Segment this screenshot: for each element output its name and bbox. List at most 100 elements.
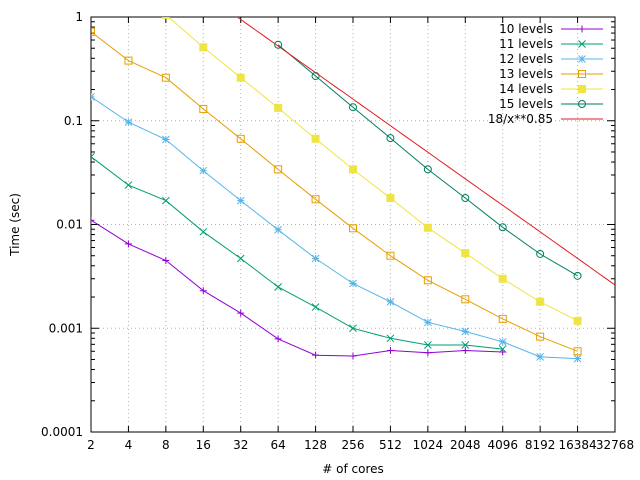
legend-entry: 18/x**0.85 (488, 112, 603, 126)
data-point (91, 92, 95, 101)
data-point (311, 303, 320, 311)
data-point (461, 295, 470, 304)
y-axis-label: Time (sec) (8, 193, 22, 257)
x-tick-label: 64 (271, 438, 286, 452)
series-line (91, 156, 503, 350)
data-point (349, 165, 357, 174)
data-point (536, 332, 545, 341)
series-line (167, 17, 578, 322)
series-line (91, 219, 503, 357)
y-tick-label: 0.1 (64, 114, 83, 128)
data-point (349, 103, 357, 112)
legend-label: 12 levels (499, 52, 553, 66)
data-point (199, 227, 208, 236)
series-line (277, 44, 578, 277)
data-point (349, 279, 357, 288)
data-point (236, 134, 245, 143)
data-point (578, 85, 586, 93)
axis-ticks: 2 4 8 16 32 64 128 256 512 1024 2048 4096 8192 16384 3… (41, 10, 634, 452)
series-6 (274, 40, 582, 280)
data-point (237, 309, 245, 317)
y-tick-label: 0.001 (49, 321, 83, 335)
legend-entry: 15 levels (499, 97, 603, 111)
legend-entry: 12 levels (499, 52, 603, 66)
series-5 (161, 17, 582, 325)
data-point (311, 254, 320, 263)
data-point (386, 134, 395, 143)
data-point (578, 25, 586, 33)
data-point (236, 254, 245, 263)
data-point (423, 165, 432, 174)
data-point (573, 271, 582, 280)
data-point (349, 352, 357, 360)
data-point (199, 287, 207, 295)
data-point (161, 17, 170, 19)
series-4 (91, 27, 582, 356)
x-tick-label: 16384 (558, 438, 596, 452)
legend-entry: 11 levels (499, 37, 603, 51)
legend-entry: 10 levels (499, 22, 603, 36)
data-point (161, 73, 170, 82)
data-point (386, 251, 395, 260)
data-point (536, 249, 545, 258)
grid-lines (91, 17, 615, 432)
data-point (274, 40, 283, 49)
y-tick-label: 1 (75, 10, 83, 24)
x-axis-label: # of cores (322, 462, 384, 476)
x-tick-label: 32768 (596, 438, 634, 452)
data-point (498, 345, 507, 353)
series-line (91, 31, 578, 352)
data-point (274, 165, 283, 174)
series-line (236, 17, 615, 286)
data-point (573, 354, 582, 363)
data-point (498, 314, 507, 323)
x-tick-label: 1024 (413, 438, 444, 452)
series-2 (91, 152, 507, 353)
data-point (386, 347, 394, 355)
data-point (498, 274, 507, 283)
data-point (274, 103, 283, 112)
series-3 (91, 92, 582, 363)
data-point (461, 347, 469, 355)
y-tick-label: 0.01 (56, 218, 83, 232)
data-point (536, 297, 545, 306)
x-tick-label: 4 (125, 438, 133, 452)
data-point (124, 118, 133, 126)
x-tick-label: 128 (304, 438, 327, 452)
data-point (311, 195, 320, 204)
data-point (274, 283, 282, 291)
data-point (199, 166, 208, 175)
legend-label: 15 levels (499, 97, 553, 111)
legend-entry: 14 levels (499, 82, 603, 96)
data-point (236, 196, 245, 205)
data-point (424, 349, 432, 357)
legend-label: 18/x**0.85 (488, 112, 553, 126)
data-point (461, 327, 470, 336)
data-point (91, 216, 95, 224)
data-point (236, 73, 245, 82)
data-point (424, 341, 432, 349)
data-point (162, 256, 170, 264)
data-point (124, 181, 133, 189)
data-point (578, 70, 586, 78)
y-tick-label: 0.0001 (41, 425, 83, 439)
data-point (312, 351, 320, 359)
data-point (578, 40, 586, 48)
data-point (199, 43, 208, 52)
x-tick-label: 16 (196, 438, 211, 452)
data-point (349, 224, 357, 233)
data-point (91, 152, 95, 161)
data-point (124, 56, 133, 65)
data-point (573, 316, 582, 325)
data-point (424, 318, 432, 327)
data-point (578, 100, 586, 108)
data-point (498, 223, 507, 232)
data-point (573, 347, 582, 356)
data-point (461, 249, 470, 258)
data-point (536, 353, 544, 361)
series-group (91, 17, 615, 363)
series-7 (236, 17, 615, 286)
data-point (578, 55, 586, 63)
